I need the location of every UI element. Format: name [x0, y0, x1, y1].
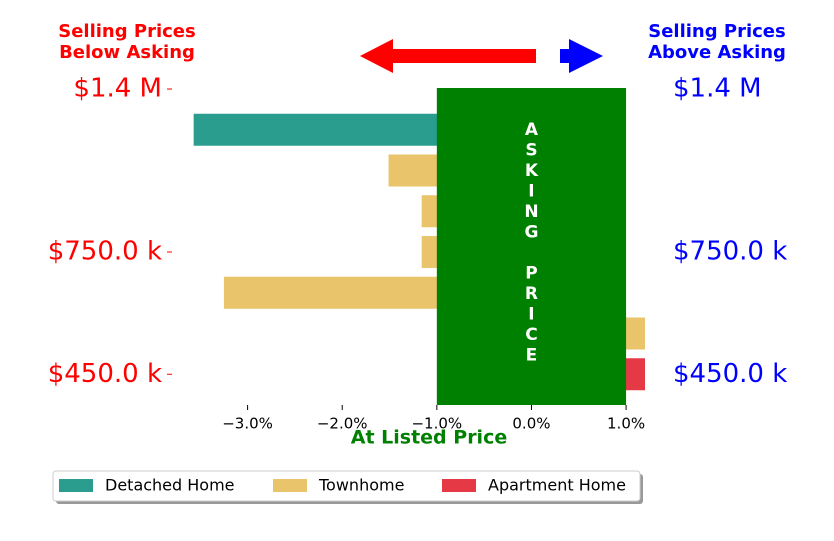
x-tick-label: −1.0%	[411, 415, 462, 433]
arrow-right	[560, 39, 603, 73]
left-heading: Selling Prices	[58, 21, 195, 42]
y-tick-label-right: $750.0 k	[673, 237, 787, 267]
y-tick-label: $750.0 k	[48, 237, 162, 267]
y-tick-label: $450.0 k	[48, 359, 162, 389]
right-heading: Selling Prices	[648, 21, 785, 42]
x-tick-label: −2.0%	[317, 415, 368, 433]
legend-swatch	[59, 479, 93, 492]
legend-swatch	[442, 479, 476, 492]
legend-label: Townhome	[318, 476, 404, 495]
x-tick-label: −3.0%	[222, 415, 273, 433]
x-tick-label: 1.0%	[607, 415, 645, 433]
legend-swatch	[273, 479, 307, 492]
y-tick-label: $1.4 M	[73, 74, 162, 104]
y-tick-label-right: $450.0 k	[673, 359, 787, 389]
arrow-left	[360, 39, 536, 73]
right-heading: Above Asking	[648, 42, 786, 63]
left-heading: Below Asking	[59, 42, 195, 63]
asking-band	[436, 88, 627, 405]
y-tick-label-right: $1.4 M	[673, 74, 762, 104]
x-axis-label: At Listed Price	[351, 427, 507, 449]
x-tick-label: 0.0%	[512, 415, 550, 433]
legend-label: Detached Home	[105, 476, 235, 495]
legend-label: Apartment Home	[488, 476, 626, 495]
legend	[52, 470, 641, 502]
